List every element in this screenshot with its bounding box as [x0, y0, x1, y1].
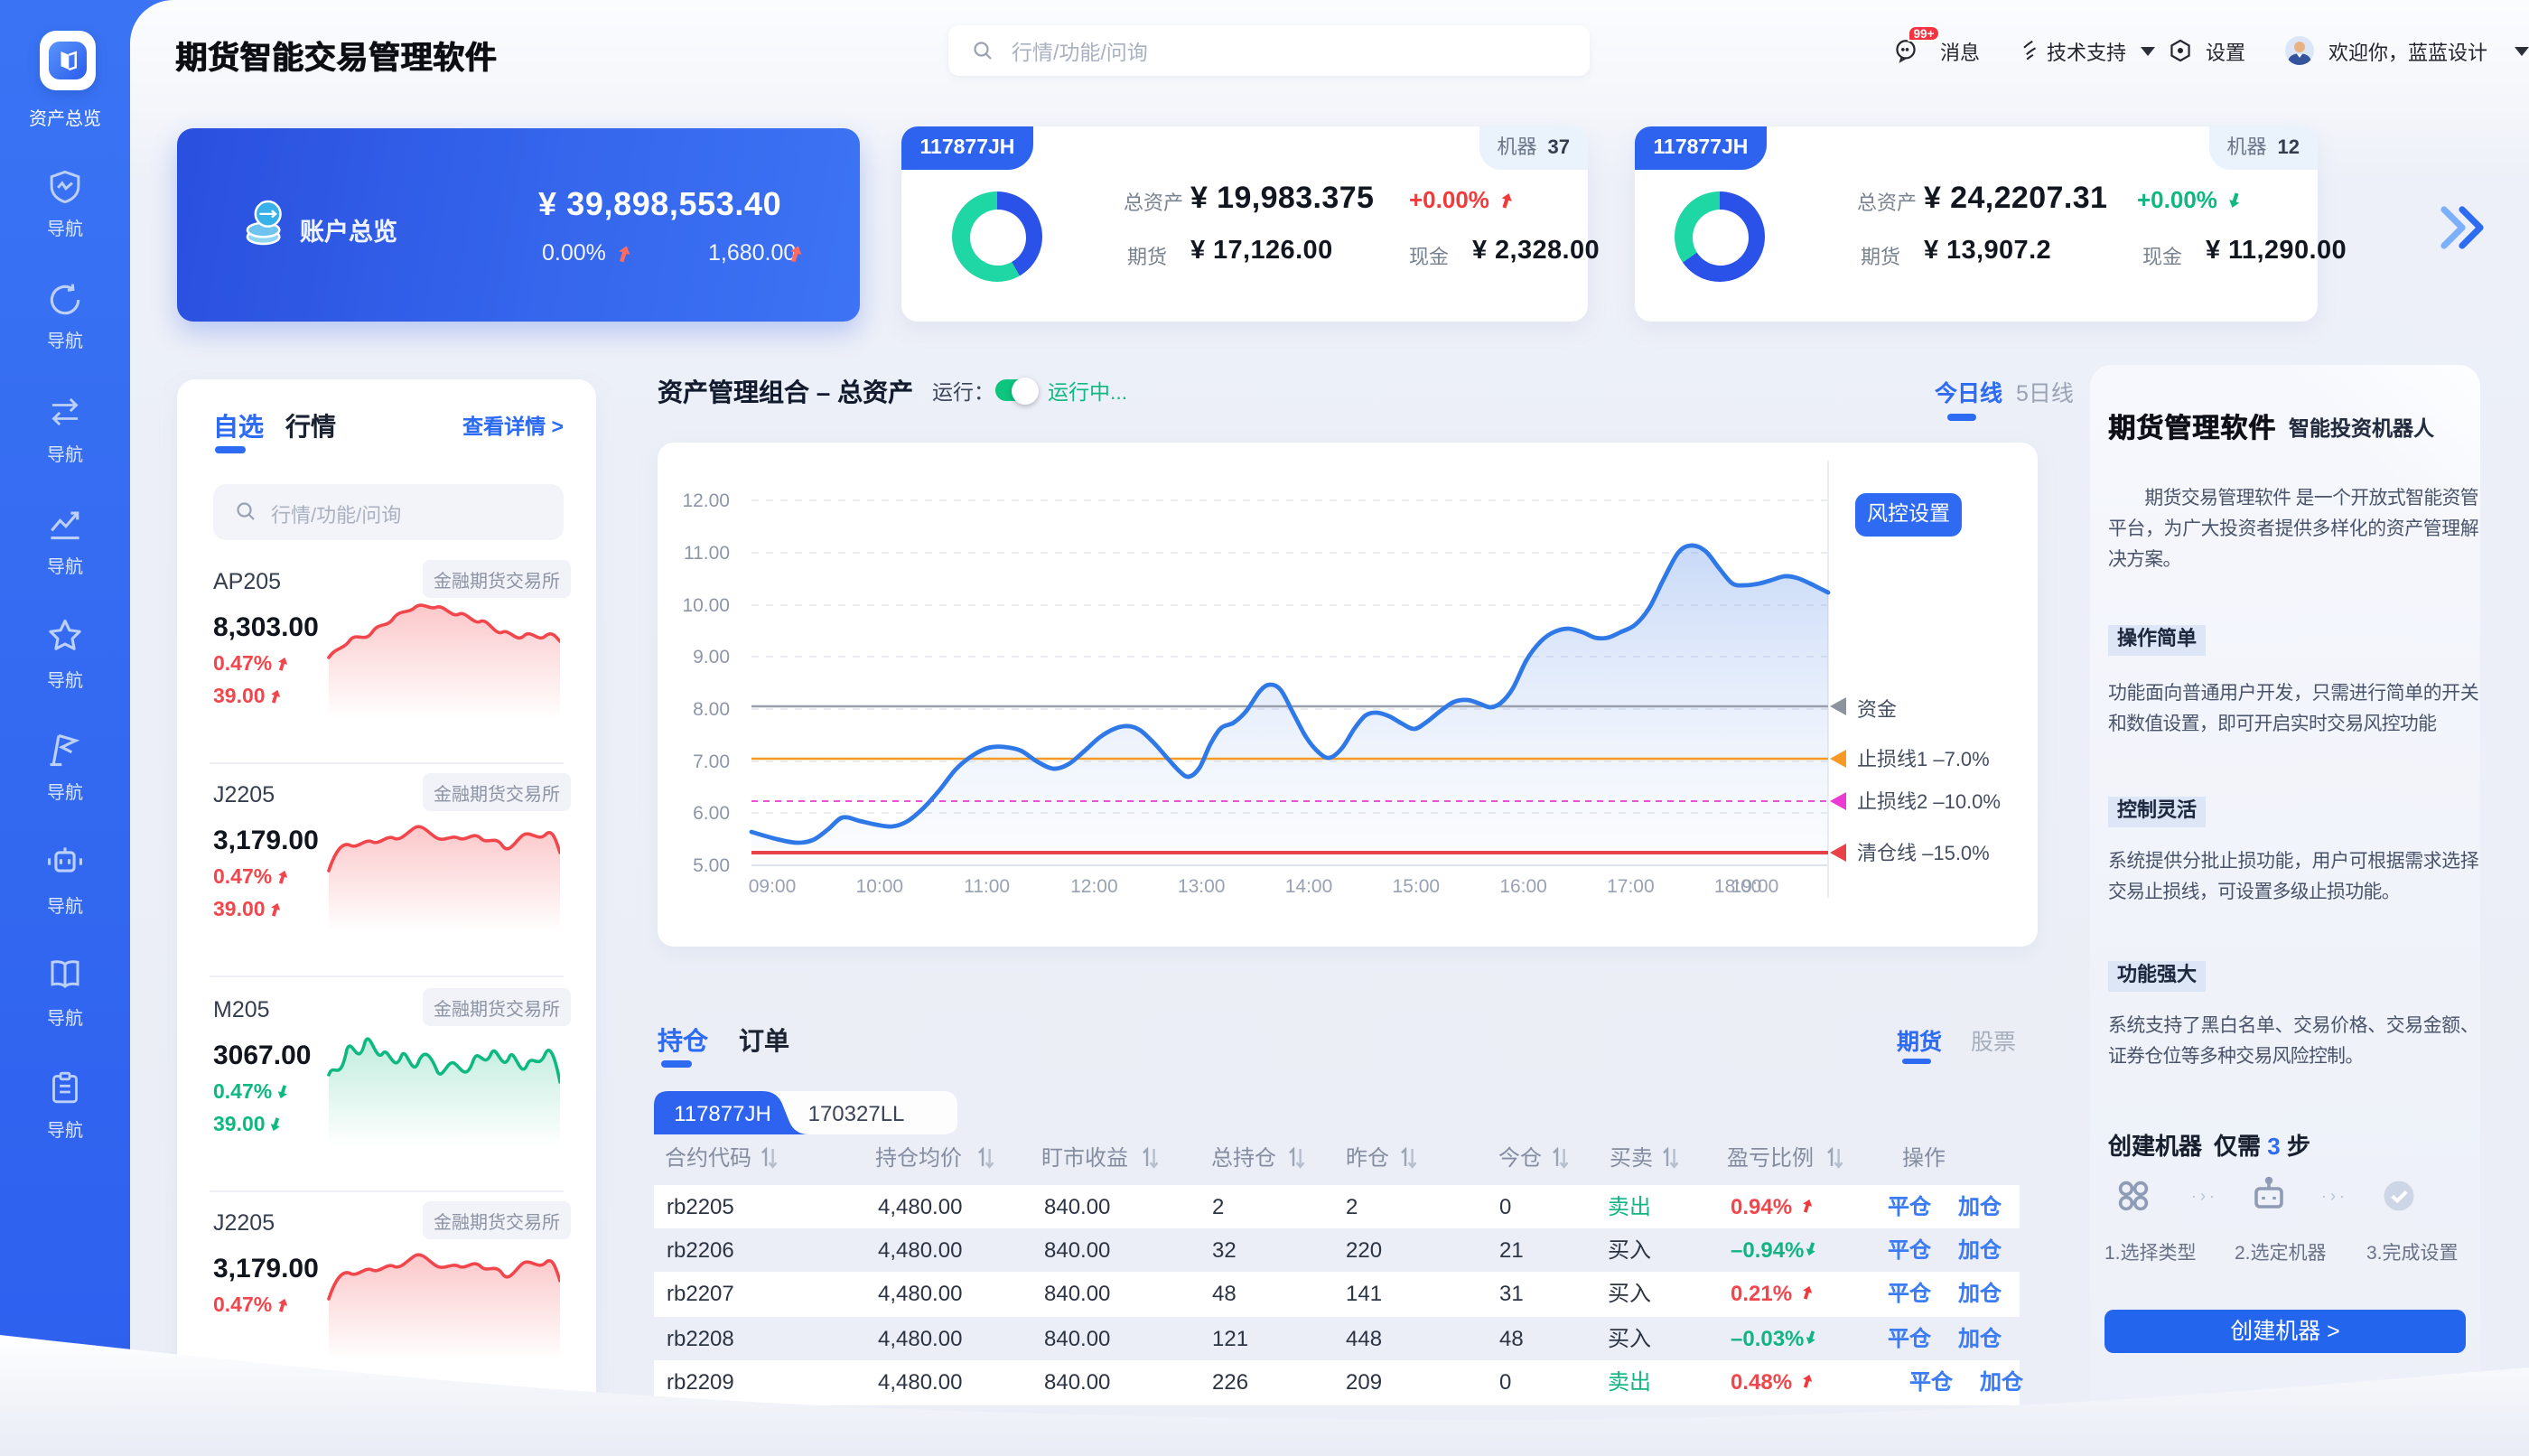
svg-text:17:00: 17:00: [1607, 876, 1655, 897]
svg-text:170327LL: 170327LL: [808, 1102, 905, 1126]
svg-text:10.00: 10.00: [682, 595, 730, 616]
svg-text:09:00: 09:00: [749, 876, 797, 897]
svg-text:12:00: 12:00: [1070, 876, 1118, 897]
svg-text:11.00: 11.00: [684, 543, 730, 564]
svg-text:10:00: 10:00: [856, 876, 904, 897]
svg-text:6.00: 6.00: [693, 803, 730, 824]
svg-text:18:00: 18:00: [1714, 876, 1762, 897]
svg-text:12.00: 12.00: [682, 490, 730, 511]
svg-text:11:00: 11:00: [964, 876, 1010, 897]
svg-text:8.00: 8.00: [693, 699, 730, 720]
svg-text:9.00: 9.00: [693, 647, 730, 667]
svg-text:19:00: 19:00: [1731, 876, 1779, 897]
svg-text:清仓线 –15.0%: 清仓线 –15.0%: [1857, 842, 1990, 864]
svg-text:止损线2 –10.0%: 止损线2 –10.0%: [1857, 790, 2001, 813]
svg-text:5.00: 5.00: [693, 855, 730, 876]
svg-text:16:00: 16:00: [1499, 876, 1547, 897]
svg-text:117877JH: 117877JH: [674, 1102, 771, 1126]
svg-text:14:00: 14:00: [1285, 876, 1333, 897]
svg-text:15:00: 15:00: [1393, 876, 1441, 897]
svg-text:13:00: 13:00: [1178, 876, 1226, 897]
svg-text:资金: 资金: [1857, 698, 1897, 721]
svg-text:止损线1 –7.0%: 止损线1 –7.0%: [1857, 748, 1990, 770]
svg-text:7.00: 7.00: [693, 751, 730, 772]
